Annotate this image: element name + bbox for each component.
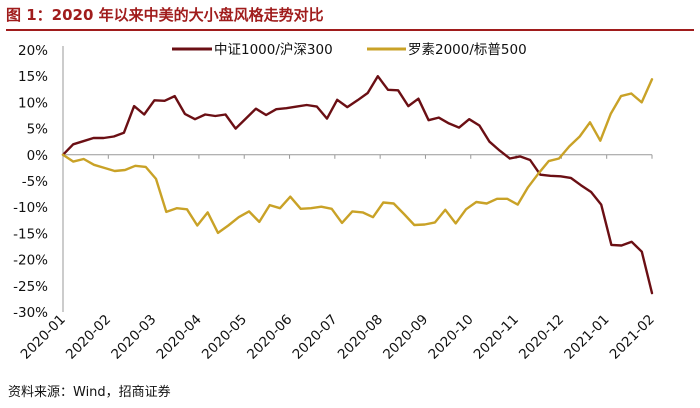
y-tick-label: -20% [13, 253, 48, 269]
source-note: 资料来源：Wind，招商证券 [8, 385, 171, 400]
y-tick-label: 5% [27, 122, 49, 138]
y-axis-labels: 20% 15% 10% 5% 0% -5% -10% -15% -20% -25% -30% [13, 43, 48, 321]
x-tick-label: 2020-08 [335, 312, 386, 363]
x-tick-label: 2020-07 [289, 312, 340, 363]
series-layer [61, 74, 654, 295]
y-tick-label: 10% [18, 95, 48, 111]
x-axis-labels: 2020-012020-022020-032020-042020-052020-… [18, 312, 658, 363]
chart-title: 图 1：2020 年以来中美的大小盘风格走势对比 [6, 6, 324, 24]
y-tick-label: -15% [13, 226, 48, 242]
y-tick-label: -30% [13, 305, 48, 321]
legend: 中证1000/沪深300 罗素2000/标普500 [172, 42, 527, 58]
line-chart: 20% 15% 10% 5% 0% -5% -10% -15% -20% -25% -30% 202… [13, 42, 658, 363]
y-tick-label: 15% [18, 69, 48, 85]
y-tick-label: -5% [22, 174, 48, 190]
y-tick-label: -10% [13, 200, 48, 216]
x-tick-label: 2020-04 [154, 312, 205, 363]
y-tick-label: -25% [13, 279, 48, 295]
x-tick-label: 2020-10 [425, 312, 476, 363]
x-tick-label: 2020-12 [516, 312, 567, 363]
x-tick-label: 2020-06 [244, 312, 295, 363]
series-line-2 [61, 78, 654, 235]
x-tick-label: 2020-05 [199, 312, 250, 363]
legend-label-series-1: 中证1000/沪深300 [214, 42, 333, 58]
series-line-1 [61, 74, 654, 295]
x-tick-label: 2020-02 [63, 312, 114, 363]
x-tick-label: 2021-02 [607, 312, 658, 363]
legend-label-series-2: 罗素2000/标普500 [408, 42, 527, 58]
y-tick-label: 0% [27, 148, 49, 164]
x-tick-label: 2020-03 [108, 312, 159, 363]
title-underline [6, 29, 694, 31]
x-tick-label: 2020-11 [471, 312, 522, 363]
y-tick-label: 20% [18, 43, 48, 59]
axes [62, 46, 653, 312]
x-tick-label: 2020-09 [380, 312, 431, 363]
x-tick-label: 2021-01 [561, 312, 612, 363]
